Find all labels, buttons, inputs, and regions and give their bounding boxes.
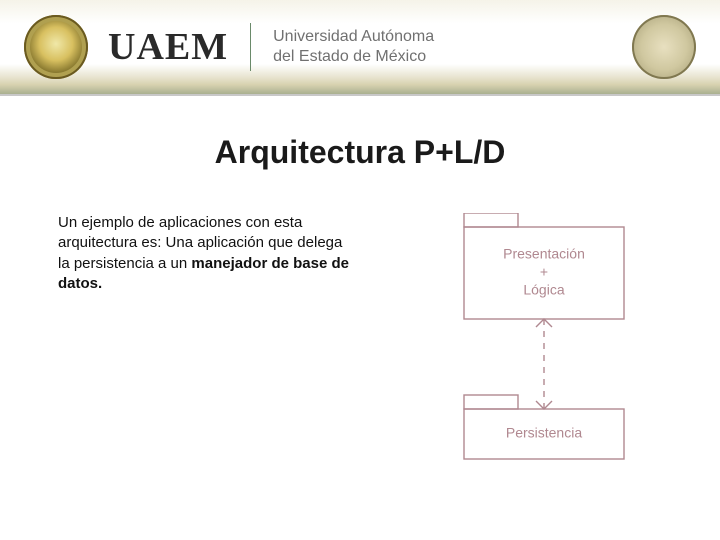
- seal-left-icon: [24, 15, 88, 79]
- header-banner: UAEM Universidad Autónoma del Estado de …: [0, 0, 720, 96]
- university-name: Universidad Autónoma del Estado de Méxic…: [273, 27, 434, 67]
- seal-right-icon: [632, 15, 696, 79]
- svg-text:+: +: [540, 264, 548, 280]
- university-name-line2: del Estado de México: [273, 47, 434, 67]
- content-row: Un ejemplo de aplicaciones con esta arqu…: [0, 213, 720, 473]
- svg-text:Persistencia: Persistencia: [506, 425, 582, 441]
- body-paragraph: Un ejemplo de aplicaciones con esta arqu…: [58, 213, 358, 473]
- university-acronym: UAEM: [108, 25, 228, 69]
- header-divider: [250, 23, 251, 71]
- architecture-diagram: Presentación + Lógica Persistencia: [454, 213, 654, 473]
- page-title: Arquitectura P+L/D: [0, 134, 720, 171]
- svg-text:Lógica: Lógica: [523, 282, 564, 298]
- svg-text:Presentación: Presentación: [503, 246, 585, 262]
- university-name-line1: Universidad Autónoma: [273, 27, 434, 47]
